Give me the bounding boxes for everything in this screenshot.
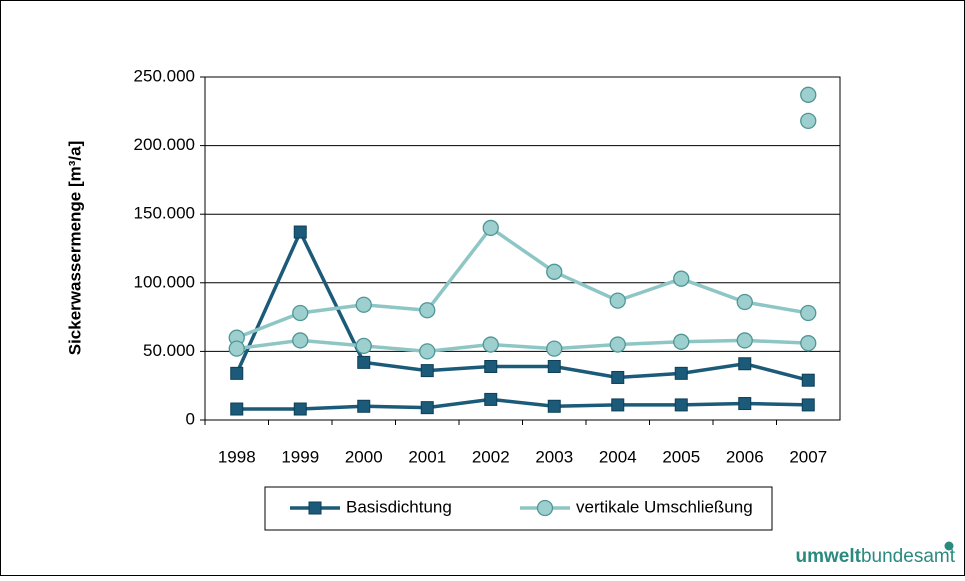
x-tick-label: 2002 <box>472 447 510 466</box>
logo: umweltbundesamt <box>796 546 956 567</box>
x-tick-label: 2000 <box>345 447 383 466</box>
marker <box>228 340 245 357</box>
x-tick-label: 2004 <box>599 447 637 466</box>
marker <box>800 335 817 352</box>
marker <box>482 336 499 353</box>
marker <box>673 270 690 287</box>
marker <box>293 225 307 239</box>
marker <box>230 402 244 416</box>
marker <box>674 398 688 412</box>
marker <box>738 397 752 411</box>
marker <box>674 366 688 380</box>
marker <box>308 501 322 515</box>
series-line <box>236 225 809 340</box>
marker <box>673 333 690 350</box>
x-tick-label: 2001 <box>408 447 446 466</box>
y-tick-label: 0 <box>186 409 195 428</box>
legend-label: Basisdichtung <box>346 497 452 516</box>
y-tick-label: 150.000 <box>134 204 195 223</box>
marker <box>611 370 625 384</box>
marker <box>609 292 626 309</box>
marker <box>611 398 625 412</box>
y-axis-title: Sickerwassermenge [m³/a] <box>65 141 84 356</box>
x-tick-label: 1998 <box>218 447 256 466</box>
marker <box>355 337 372 355</box>
x-tick-label: 2007 <box>789 447 827 466</box>
x-tick-label: 2005 <box>662 447 700 466</box>
marker <box>230 366 244 380</box>
x-tick-label: 2006 <box>726 447 764 466</box>
marker <box>357 355 371 369</box>
marker <box>800 86 817 103</box>
series-line <box>236 397 809 411</box>
logo-rest: bundesamt <box>861 546 956 567</box>
marker <box>357 399 371 413</box>
marker <box>420 364 434 378</box>
marker <box>292 332 309 349</box>
y-tick-label: 250.000 <box>134 66 195 85</box>
logo-bold: umwelt <box>796 546 862 567</box>
marker <box>738 357 752 371</box>
x-tick-label: 2003 <box>535 447 573 466</box>
marker <box>419 302 436 319</box>
marker <box>536 499 554 517</box>
marker <box>419 343 436 360</box>
marker <box>484 392 498 406</box>
series-line <box>235 227 809 382</box>
marker <box>800 112 817 130</box>
x-tick-label: 1999 <box>281 447 319 466</box>
y-tick-label: 100.000 <box>134 272 195 291</box>
marker <box>420 401 434 415</box>
marker <box>484 359 498 373</box>
legend-label: vertikale Umschließung <box>576 497 753 516</box>
logo-icon <box>944 541 954 551</box>
legend <box>264 486 773 531</box>
marker <box>801 398 815 412</box>
series-line <box>236 338 809 354</box>
marker <box>546 263 563 280</box>
y-tick-label: 50.000 <box>143 341 195 360</box>
marker <box>801 373 815 387</box>
marker <box>355 296 372 313</box>
y-tick-label: 200.000 <box>134 135 195 154</box>
marker <box>293 402 307 416</box>
marker <box>736 293 753 311</box>
marker <box>547 359 561 373</box>
marker <box>546 340 563 357</box>
marker <box>800 304 817 322</box>
marker <box>482 219 499 237</box>
marker <box>609 336 626 353</box>
marker <box>736 332 753 349</box>
marker <box>547 399 561 413</box>
marker <box>292 304 309 322</box>
